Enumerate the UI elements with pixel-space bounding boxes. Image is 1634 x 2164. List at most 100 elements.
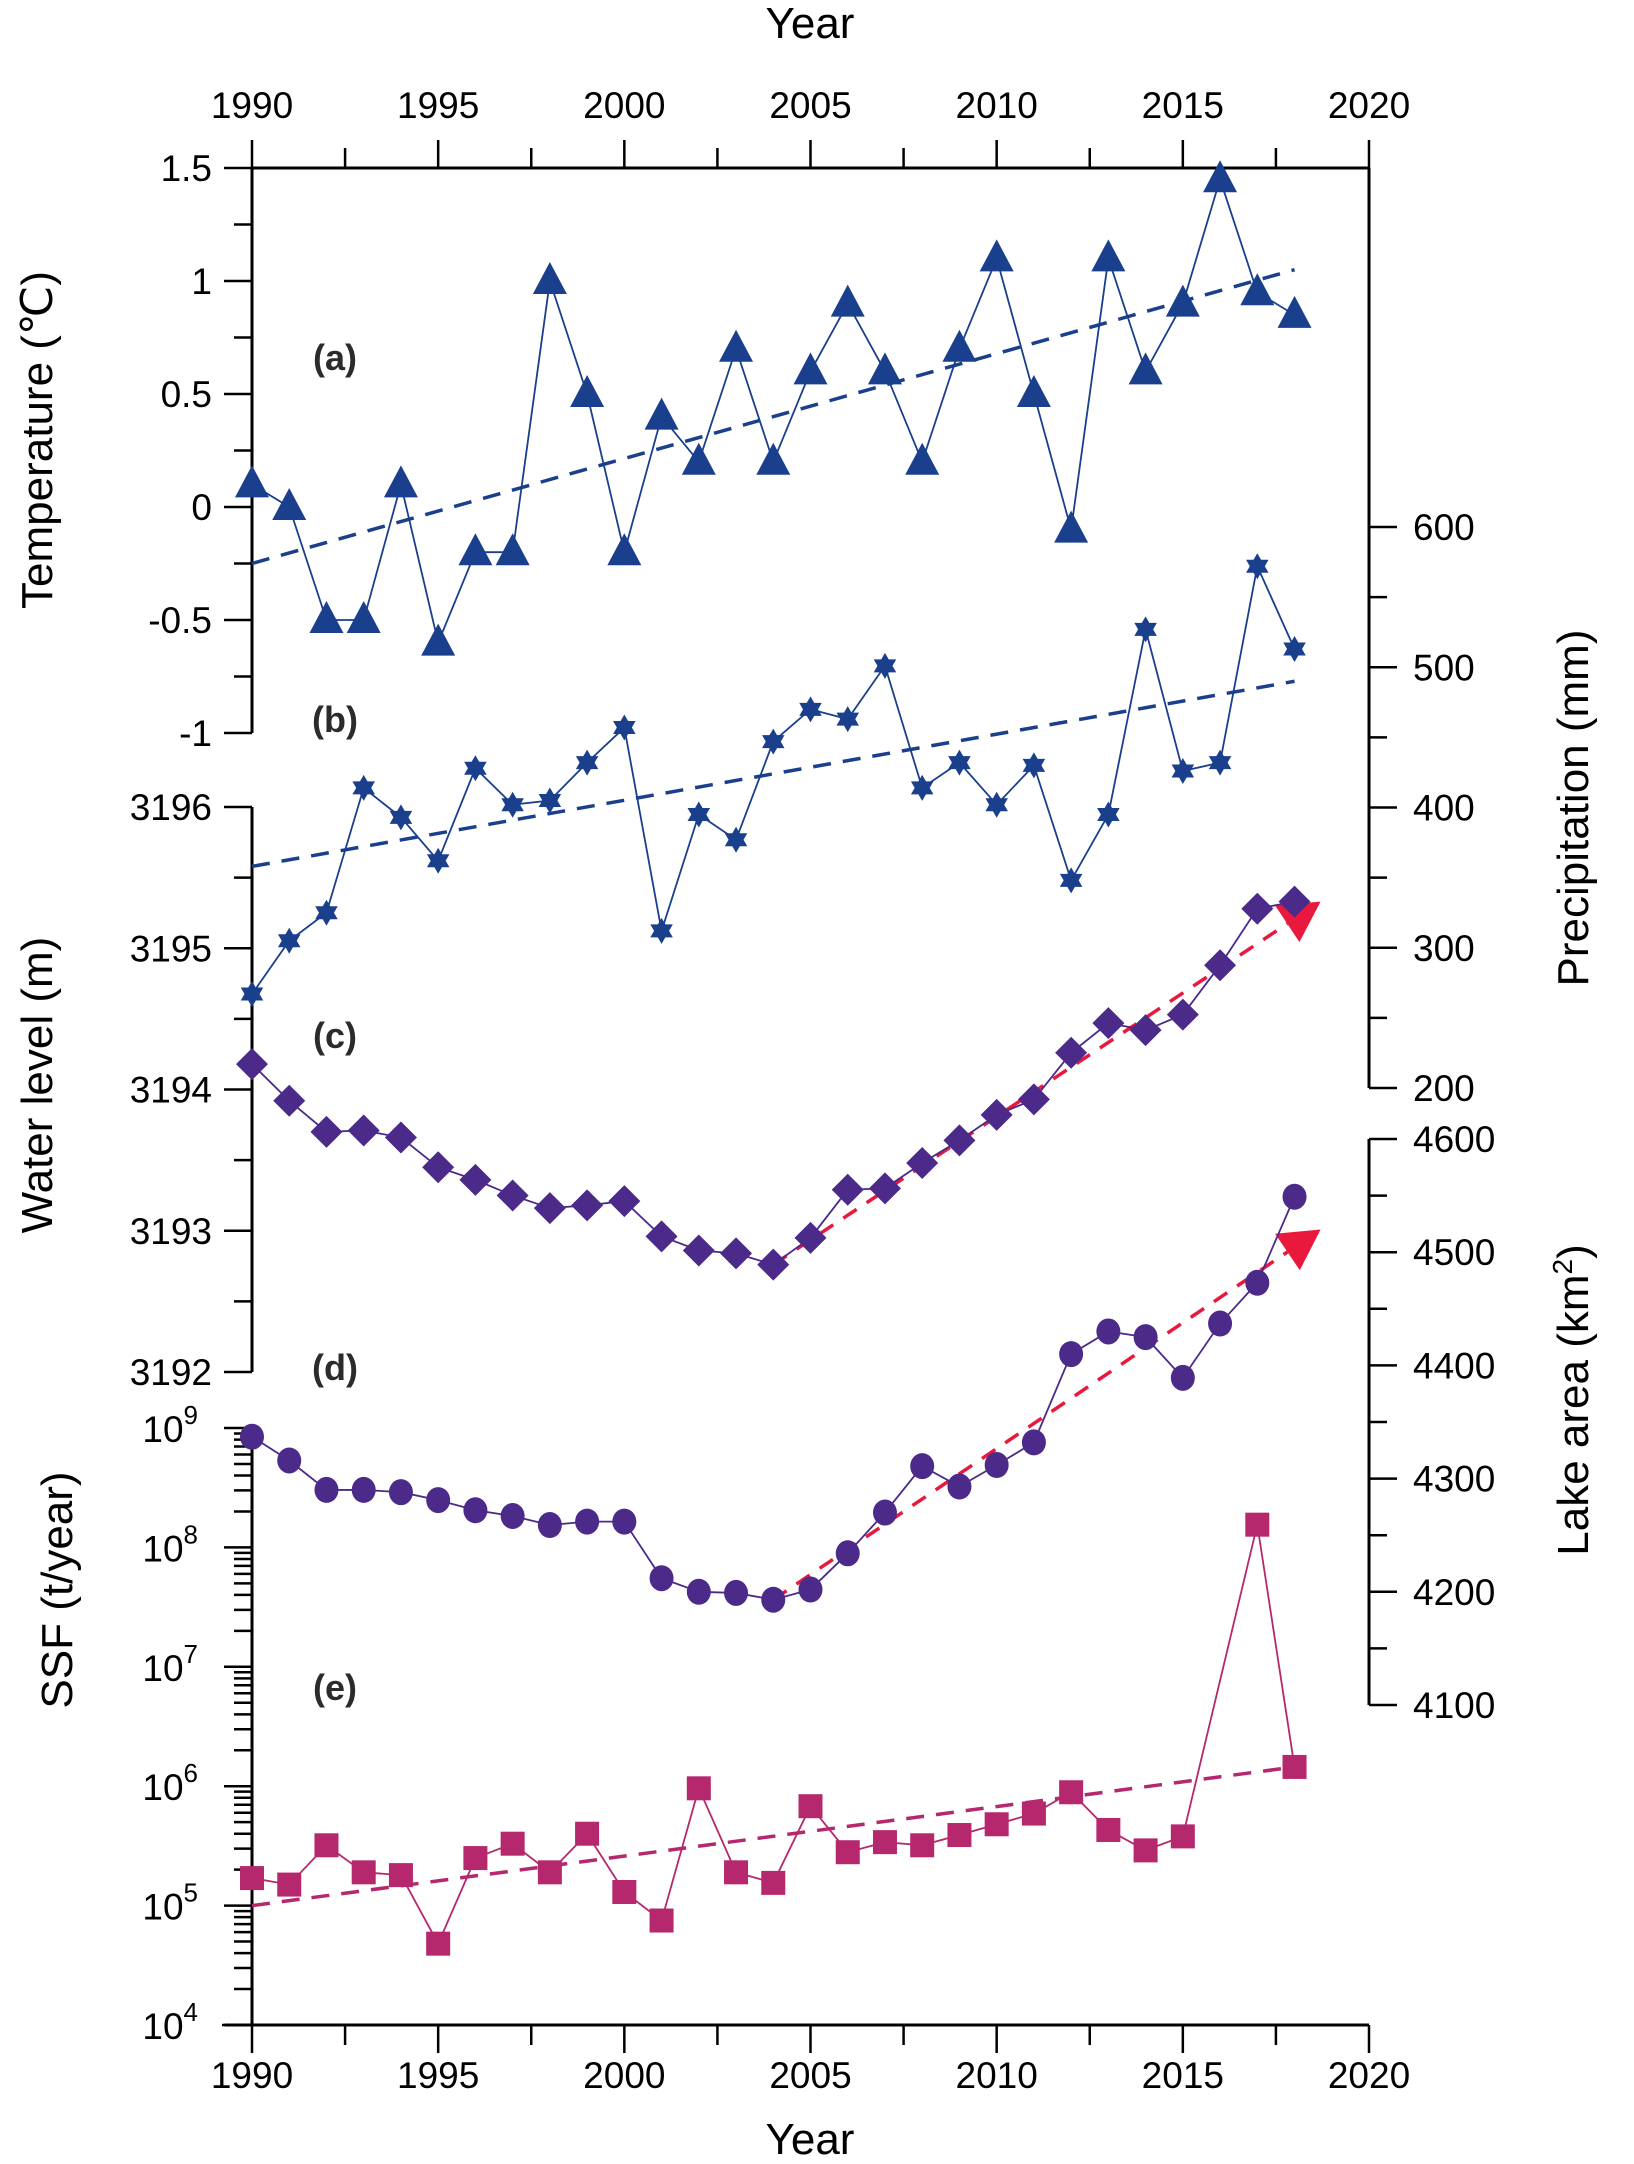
data-point-a [1016,375,1051,407]
data-point-b-down [613,721,636,741]
data-point-a [942,329,977,362]
data-point-b-down [948,756,971,776]
y-tick-label-d: 4100 [1413,1685,1495,1726]
data-point-b-down [1022,758,1046,779]
data-point-e [984,1812,1009,1837]
data-point-b-down [501,798,524,818]
data-point-b [650,917,673,944]
data-point-d [724,1579,749,1606]
data-point-b [1097,801,1120,828]
y-tick-label-a: 1.5 [161,148,212,189]
top-x-tick-label: 2000 [583,85,665,126]
data-point-b-down [650,924,673,944]
data-point-d [426,1487,451,1514]
data-point-c [384,1121,417,1154]
bottom-x-tick-label: 2000 [583,2055,665,2096]
data-point-b-down [352,781,375,801]
data-point-a [1128,352,1163,385]
trend-line-a [251,268,1296,566]
data-point-c [1055,1036,1088,1069]
data-point-d [1170,1364,1195,1391]
top-x-tick-label: 2010 [956,85,1038,126]
data-point-e [1245,1512,1270,1537]
data-point-a [1203,160,1238,193]
top-x-tick-label: 1990 [211,85,293,126]
data-point-e [835,1840,860,1865]
precipitation-axis-title: Precipitation (mm) [1549,630,1598,987]
trend-line-e [251,1765,1295,1908]
panel-label-c: (c) [313,1015,357,1056]
data-point-b-down [1097,808,1120,828]
data-point-e [500,1831,525,1856]
data-point-c [720,1237,753,1270]
y-tick-label-b: 300 [1413,928,1475,969]
data-point-a [532,262,567,294]
data-point-c [422,1151,455,1184]
data-point-b [948,749,971,776]
data-point-b-down [426,854,450,874]
data-point-b-down [575,756,599,776]
y-tick-label-a: -0.5 [148,600,212,641]
data-point-a [905,442,940,475]
bottom-x-tick-label: 2015 [1142,2055,1224,2096]
y-tick-label-c: 3192 [130,1352,212,1393]
data-point-e [1021,1801,1046,1826]
data-point-d [314,1476,339,1503]
y-tick-label-e: 107 [142,1639,198,1689]
data-point-e [686,1776,711,1801]
data-point-b [1059,867,1083,894]
top-x-tick-label: 1995 [397,85,479,126]
data-point-b-down [389,810,413,831]
data-point-a [309,601,344,633]
data-point-a [1091,239,1126,272]
data-point-b [1208,749,1232,776]
data-point-b [1022,752,1046,779]
data-point-d [240,1423,264,1450]
data-point-d [649,1565,674,1592]
data-point-b [277,927,301,954]
panel-label-b: (b) [312,699,358,740]
data-point-e [872,1830,897,1855]
data-point-d [798,1576,823,1603]
data-point-a [1240,273,1275,306]
top-x-tick-label: 2015 [1142,85,1224,126]
data-point-a [1277,295,1312,328]
y-tick-label-e: 109 [142,1400,198,1450]
lake-area-axis-title-sup: 2 [1547,1259,1578,1275]
y-tick-label-b: 600 [1413,507,1475,548]
data-point-c [236,1048,268,1081]
data-point-e [724,1860,749,1885]
y-tick-label-d: 4300 [1413,1459,1495,1500]
data-point-e [761,1870,786,1895]
data-point-b [315,899,338,926]
data-point-e [1059,1780,1084,1805]
data-point-e [575,1821,600,1846]
data-point-b-down [240,987,264,1008]
data-point-b [575,749,599,776]
data-point-b-down [1134,622,1157,643]
data-point-b [613,714,636,741]
data-point-d [612,1508,637,1535]
bottom-x-tick-label: 1990 [211,2055,293,2096]
data-point-e [537,1860,562,1885]
data-point-b-down [1246,559,1269,580]
data-point-d [761,1586,786,1613]
data-point-a [607,533,642,566]
y-axes: 1.5 1 0.5 0 -0.5 -1 600 500 400 300 200 3196 3195 319… [130,148,1496,2047]
series-line-a [251,176,1296,646]
bottom-x-tick-label: 2010 [956,2055,1038,2096]
data-point-e [1170,1824,1195,1849]
y-tick-label-b: 500 [1413,647,1475,688]
y-tick-label-c: 3196 [130,787,212,828]
data-point-c [459,1163,492,1196]
lake-area-axis-title-main: Lake area (km [1549,1275,1598,1556]
bottom-x-tick-label: 2020 [1328,2055,1410,2096]
bottom-x-axis: 1990 1995 2000 2005 2010 2015 2020 [211,2023,1410,2096]
data-point-b [836,706,859,733]
data-point-a [867,352,902,385]
data-point-d [277,1447,302,1474]
data-point-e [388,1863,413,1888]
data-point-b [1246,553,1269,580]
data-point-d [1059,1341,1084,1368]
